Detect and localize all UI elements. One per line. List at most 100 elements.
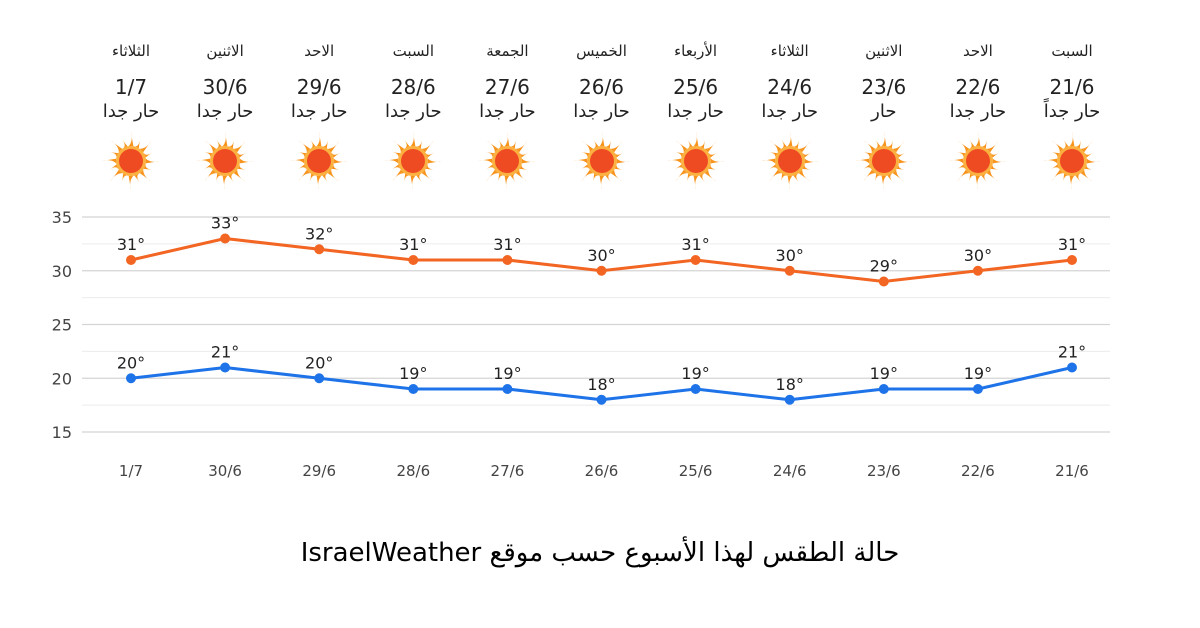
forecast-day-name: الاثنين [206,42,244,60]
forecast-date: 28/6 [390,75,436,99]
data-label-high: 30° [776,246,804,265]
forecast-day-name: السبت [392,42,434,60]
sun-icon [1043,132,1101,190]
y-tick-label: 35 [52,208,72,227]
data-label-high: 29° [870,257,898,276]
data-label-high: 31° [399,235,427,254]
y-tick-label: 25 [52,316,72,335]
sun-icon [478,132,537,190]
sun-icon [102,132,160,190]
forecast-date: 22/6 [955,75,1001,99]
data-label-low: 19° [681,364,709,383]
data-label-low: 19° [399,364,427,383]
data-label-low: 19° [493,364,521,383]
forecast-condition: حار جدا [667,101,724,122]
data-point-low [972,384,983,394]
forecast-day-name: الثلاثاء [770,42,809,60]
forecast-day: الثلاثاء 24/6 حار جدا [735,40,845,192]
forecast-day: الاثنين 23/6 حار [829,40,939,192]
forecast-day: الخميس 26/6 حار جدا [547,40,657,192]
data-point-high [314,244,325,255]
data-point-high [690,255,701,265]
sun-icon [854,132,913,190]
x-tick-label: 24/6 [773,462,807,480]
forecast-day: الأربعاء 25/6 حار جدا [641,40,751,192]
data-point-high [126,255,136,265]
forecast-day: السبت 28/6 حار جدا [358,40,468,192]
forecast-day: الاحد 22/6 حار جدا [923,40,1033,192]
sun-icon [572,132,631,190]
data-point-low [220,362,231,373]
forecast-date: 26/6 [579,75,624,99]
forecast-day: السبت 21/6 حار جداً [1017,40,1127,192]
data-point-high [502,255,513,265]
data-label-high: 32° [305,224,333,243]
forecast-condition: حار جدا [949,101,1007,122]
data-point-high [972,265,983,276]
data-label-low: 18° [776,375,804,394]
forecast-day-name: الاحد [962,42,993,60]
forecast-condition: حار [871,101,897,122]
data-label-low: 20° [117,353,145,372]
data-label-high: 30° [587,246,615,265]
x-tick-label: 29/6 [302,462,336,480]
forecast-day-name: الجمعة [486,42,529,60]
data-point-high [408,255,419,265]
forecast-condition: حار جدا [384,101,442,122]
x-tick-label: 26/6 [585,462,619,480]
forecast-date: 25/6 [673,75,719,99]
y-tick-label: 20 [52,369,72,388]
data-point-high [596,265,607,276]
data-label-low: 19° [964,364,992,383]
forecast-condition: حار جدا [102,101,160,122]
forecast-date: 27/6 [484,75,530,99]
forecast-date: 29/6 [296,75,342,99]
y-tick-label: 15 [52,423,72,442]
forecast-date: 24/6 [767,75,813,99]
forecast-condition: حار جدا [761,101,818,122]
x-tick-label: 22/6 [961,462,995,480]
data-label-low: 21° [211,343,239,362]
forecast-day: الاثنين 30/6 حار جدا [170,40,280,192]
data-point-low [878,384,889,394]
forecast-date: 1/7 [114,75,148,99]
data-point-low [408,384,419,394]
temperature-chart: 15 20 25 30 35 1/7 30/6 29/6 28/6 27/6 26/6 25/6 24/… [52,208,1110,480]
data-point-low [502,384,513,394]
forecast-condition: حار جدا [290,101,348,122]
data-label-high: 31° [117,235,145,254]
x-tick-label: 30/6 [208,462,242,480]
forecast-date: 23/6 [861,75,907,99]
sun-icon [384,132,443,190]
data-label-high: 33° [211,214,239,233]
data-point-low [126,373,136,384]
forecast-day: الجمعة 27/6 حار جدا [452,40,562,192]
forecast-day: الاحد 29/6 حار جدا [264,40,374,192]
sun-icon [196,132,255,190]
data-label-low: 19° [870,364,898,383]
x-tick-label: 25/6 [679,462,713,480]
forecast-condition: حار جدا [196,101,254,122]
data-point-low [596,394,607,405]
x-tick-label: 27/6 [491,462,525,480]
forecast-day-name: الخميس [576,42,627,60]
data-point-low [314,373,325,384]
data-point-high [1067,255,1077,265]
data-label-high: 31° [681,235,709,254]
x-tick-label: 1/7 [119,462,143,480]
data-point-high [220,233,231,244]
data-label-high: 31° [493,235,521,254]
y-tick-label: 30 [52,262,72,281]
data-point-low [1067,362,1077,373]
sun-icon [948,132,1007,190]
data-label-high: 31° [1058,235,1086,254]
data-label-low: 21° [1058,343,1086,362]
x-tick-label: 28/6 [396,462,430,480]
x-tick-label: 21/6 [1055,462,1089,480]
data-point-low [690,384,701,394]
forecast-day-name: الثلاثاء [111,42,150,60]
forecast-day: الثلاثاء 1/7 حار جدا [76,40,186,192]
data-point-high [784,265,795,276]
data-point-high [878,276,889,287]
forecast-date: 21/6 [1049,75,1095,99]
